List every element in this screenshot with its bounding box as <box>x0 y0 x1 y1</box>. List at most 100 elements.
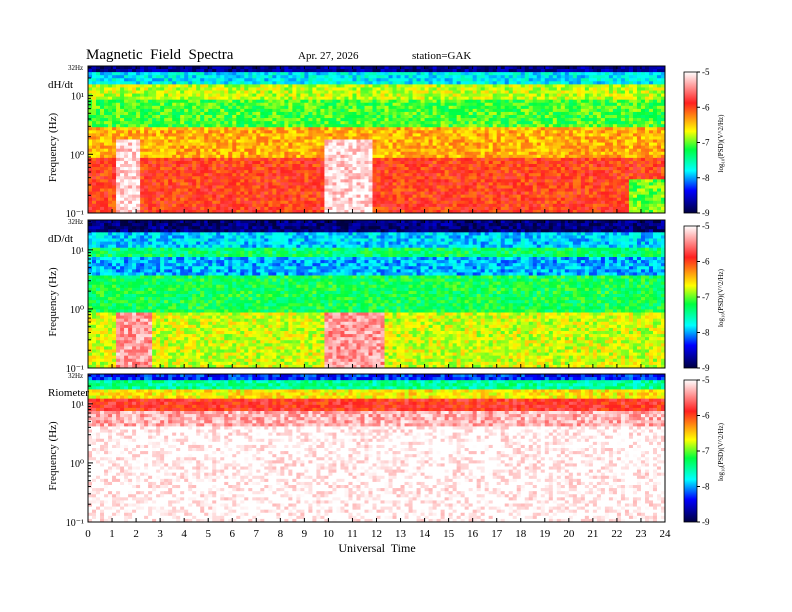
heatmap-cell <box>304 124 308 127</box>
heatmap-cell <box>457 75 461 78</box>
heatmap-cell <box>529 69 533 72</box>
heatmap-cell <box>581 84 585 87</box>
heatmap-cell <box>304 66 308 69</box>
heatmap-cell <box>88 146 92 149</box>
heatmap-cell <box>425 100 429 103</box>
heatmap-cell <box>128 130 132 133</box>
heatmap-cell <box>228 158 232 161</box>
heatmap-cell <box>264 109 268 112</box>
heatmap-cell <box>617 127 621 130</box>
heatmap-cell <box>525 97 529 100</box>
heatmap-cell <box>409 100 413 103</box>
heatmap-cell <box>453 146 457 149</box>
heatmap-cell <box>645 106 649 109</box>
heatmap-cell <box>372 127 376 130</box>
heatmap-cell <box>312 91 316 94</box>
heatmap-cell <box>637 164 641 167</box>
heatmap-cell <box>164 164 168 167</box>
heatmap-cell <box>164 115 168 118</box>
heatmap-cell <box>156 155 160 158</box>
heatmap-cell <box>601 149 605 152</box>
heatmap-cell <box>320 121 324 124</box>
heatmap-cell <box>228 152 232 155</box>
heatmap-cell <box>320 72 324 75</box>
heatmap-cell <box>429 115 433 118</box>
heatmap-cell <box>324 94 328 97</box>
heatmap-cell <box>96 158 100 161</box>
heatmap-cell <box>320 136 324 139</box>
heatmap-cell <box>348 109 352 112</box>
heatmap-cell <box>240 136 244 139</box>
heatmap-cell <box>224 109 228 112</box>
heatmap-cell <box>397 115 401 118</box>
heatmap-cell <box>140 106 144 109</box>
heatmap-cell <box>465 133 469 136</box>
heatmap-cell <box>156 91 160 94</box>
heatmap-cell <box>537 140 541 143</box>
heatmap-cell <box>493 136 497 139</box>
heatmap-cell <box>260 124 264 127</box>
heatmap-cell <box>657 143 661 146</box>
heatmap-cell <box>192 161 196 164</box>
heatmap-cell <box>421 161 425 164</box>
heatmap-cell <box>449 106 453 109</box>
heatmap-cell <box>124 103 128 106</box>
heatmap-cell <box>236 158 240 161</box>
heatmap-cell <box>521 106 525 109</box>
heatmap-cell <box>224 115 228 118</box>
heatmap-cell <box>324 133 328 136</box>
heatmap-cell <box>100 146 104 149</box>
heatmap-cell <box>473 91 477 94</box>
heatmap-cell <box>445 78 449 81</box>
heatmap-cell <box>104 87 108 90</box>
heatmap-cell <box>176 140 180 143</box>
heatmap-cell <box>465 103 469 106</box>
heatmap-cell <box>148 112 152 115</box>
heatmap-cell <box>204 109 208 112</box>
heatmap-cell <box>417 155 421 158</box>
heatmap-cell <box>208 109 212 112</box>
heatmap-cell <box>405 149 409 152</box>
heatmap-cell <box>509 124 513 127</box>
heatmap-cell <box>292 78 296 81</box>
heatmap-cell <box>324 118 328 121</box>
heatmap-cell <box>104 149 108 152</box>
heatmap-cell <box>381 112 385 115</box>
heatmap-cell <box>324 121 328 124</box>
heatmap-cell <box>204 155 208 158</box>
heatmap-cell <box>401 78 405 81</box>
heatmap-cell <box>597 100 601 103</box>
heatmap-cell <box>605 81 609 84</box>
heatmap-cell <box>645 69 649 72</box>
heatmap-cell <box>609 143 613 146</box>
heatmap-cell <box>336 118 340 121</box>
heatmap-cell <box>88 115 92 118</box>
heatmap-cell <box>541 115 545 118</box>
heatmap-cell <box>128 75 132 78</box>
heatmap-cell <box>429 94 433 97</box>
heatmap-cell <box>152 103 156 106</box>
heatmap-cell <box>649 149 653 152</box>
heatmap-cell <box>368 127 372 130</box>
heatmap-cell <box>120 121 124 124</box>
heatmap-cell <box>537 161 541 164</box>
heatmap-cell <box>148 100 152 103</box>
heatmap-cell <box>136 140 140 143</box>
heatmap-cell <box>529 152 533 155</box>
heatmap-cell <box>340 133 344 136</box>
heatmap-cell <box>477 146 481 149</box>
heatmap-cell <box>401 109 405 112</box>
heatmap-cell <box>300 75 304 78</box>
heatmap-cell <box>332 149 336 152</box>
heatmap-cell <box>449 87 453 90</box>
heatmap-cell <box>521 161 525 164</box>
heatmap-cell <box>389 155 393 158</box>
heatmap-cell <box>216 158 220 161</box>
heatmap-cell <box>144 115 148 118</box>
heatmap-cell <box>557 130 561 133</box>
heatmap-cell <box>585 133 589 136</box>
heatmap-cell <box>156 149 160 152</box>
heatmap-cell <box>272 118 276 121</box>
heatmap-cell <box>541 97 545 100</box>
heatmap-cell <box>320 100 324 103</box>
